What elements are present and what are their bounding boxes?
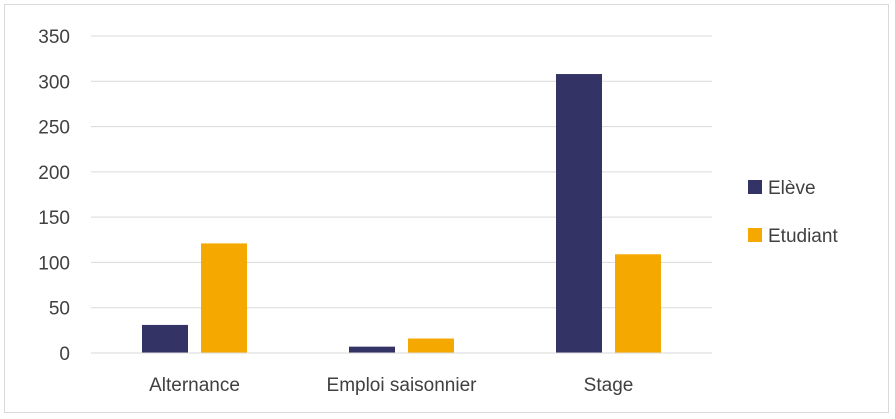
legend-swatch	[748, 228, 762, 242]
bar-emploi-saisonnier-series-1	[349, 346, 395, 353]
y-tick-label: 100	[38, 253, 70, 274]
y-tick-label: 200	[38, 163, 70, 184]
bar-stage-series-1	[556, 74, 602, 353]
y-tick-label: 0	[59, 344, 70, 365]
bar-alternance-series-2	[201, 243, 247, 353]
x-axis-categories: Alternance Emploi saisonnier Stage	[149, 375, 633, 396]
y-tick-label: 350	[38, 27, 70, 48]
x-category-label: Stage	[584, 375, 634, 396]
y-tick-label: 300	[38, 72, 70, 93]
bar-alternance-series-1	[142, 324, 188, 353]
bar-emploi-saisonnier-series-2	[408, 338, 454, 353]
bars	[142, 74, 661, 353]
legend-label: Etudiant	[768, 226, 838, 247]
bar-stage-series-2	[615, 254, 661, 353]
y-tick-label: 250	[38, 118, 70, 139]
gridlines	[91, 35, 712, 309]
legend-swatch	[748, 180, 762, 194]
legend-label: Elève	[768, 178, 816, 199]
legend: Elève Etudiant	[748, 178, 838, 247]
y-axis-ticks: 0 50 100 150 200 250 300 350	[38, 27, 70, 365]
y-tick-label: 50	[49, 299, 70, 320]
y-tick-label: 150	[38, 208, 70, 229]
x-category-label: Emploi saisonnier	[327, 375, 478, 396]
x-category-label: Alternance	[149, 375, 240, 396]
